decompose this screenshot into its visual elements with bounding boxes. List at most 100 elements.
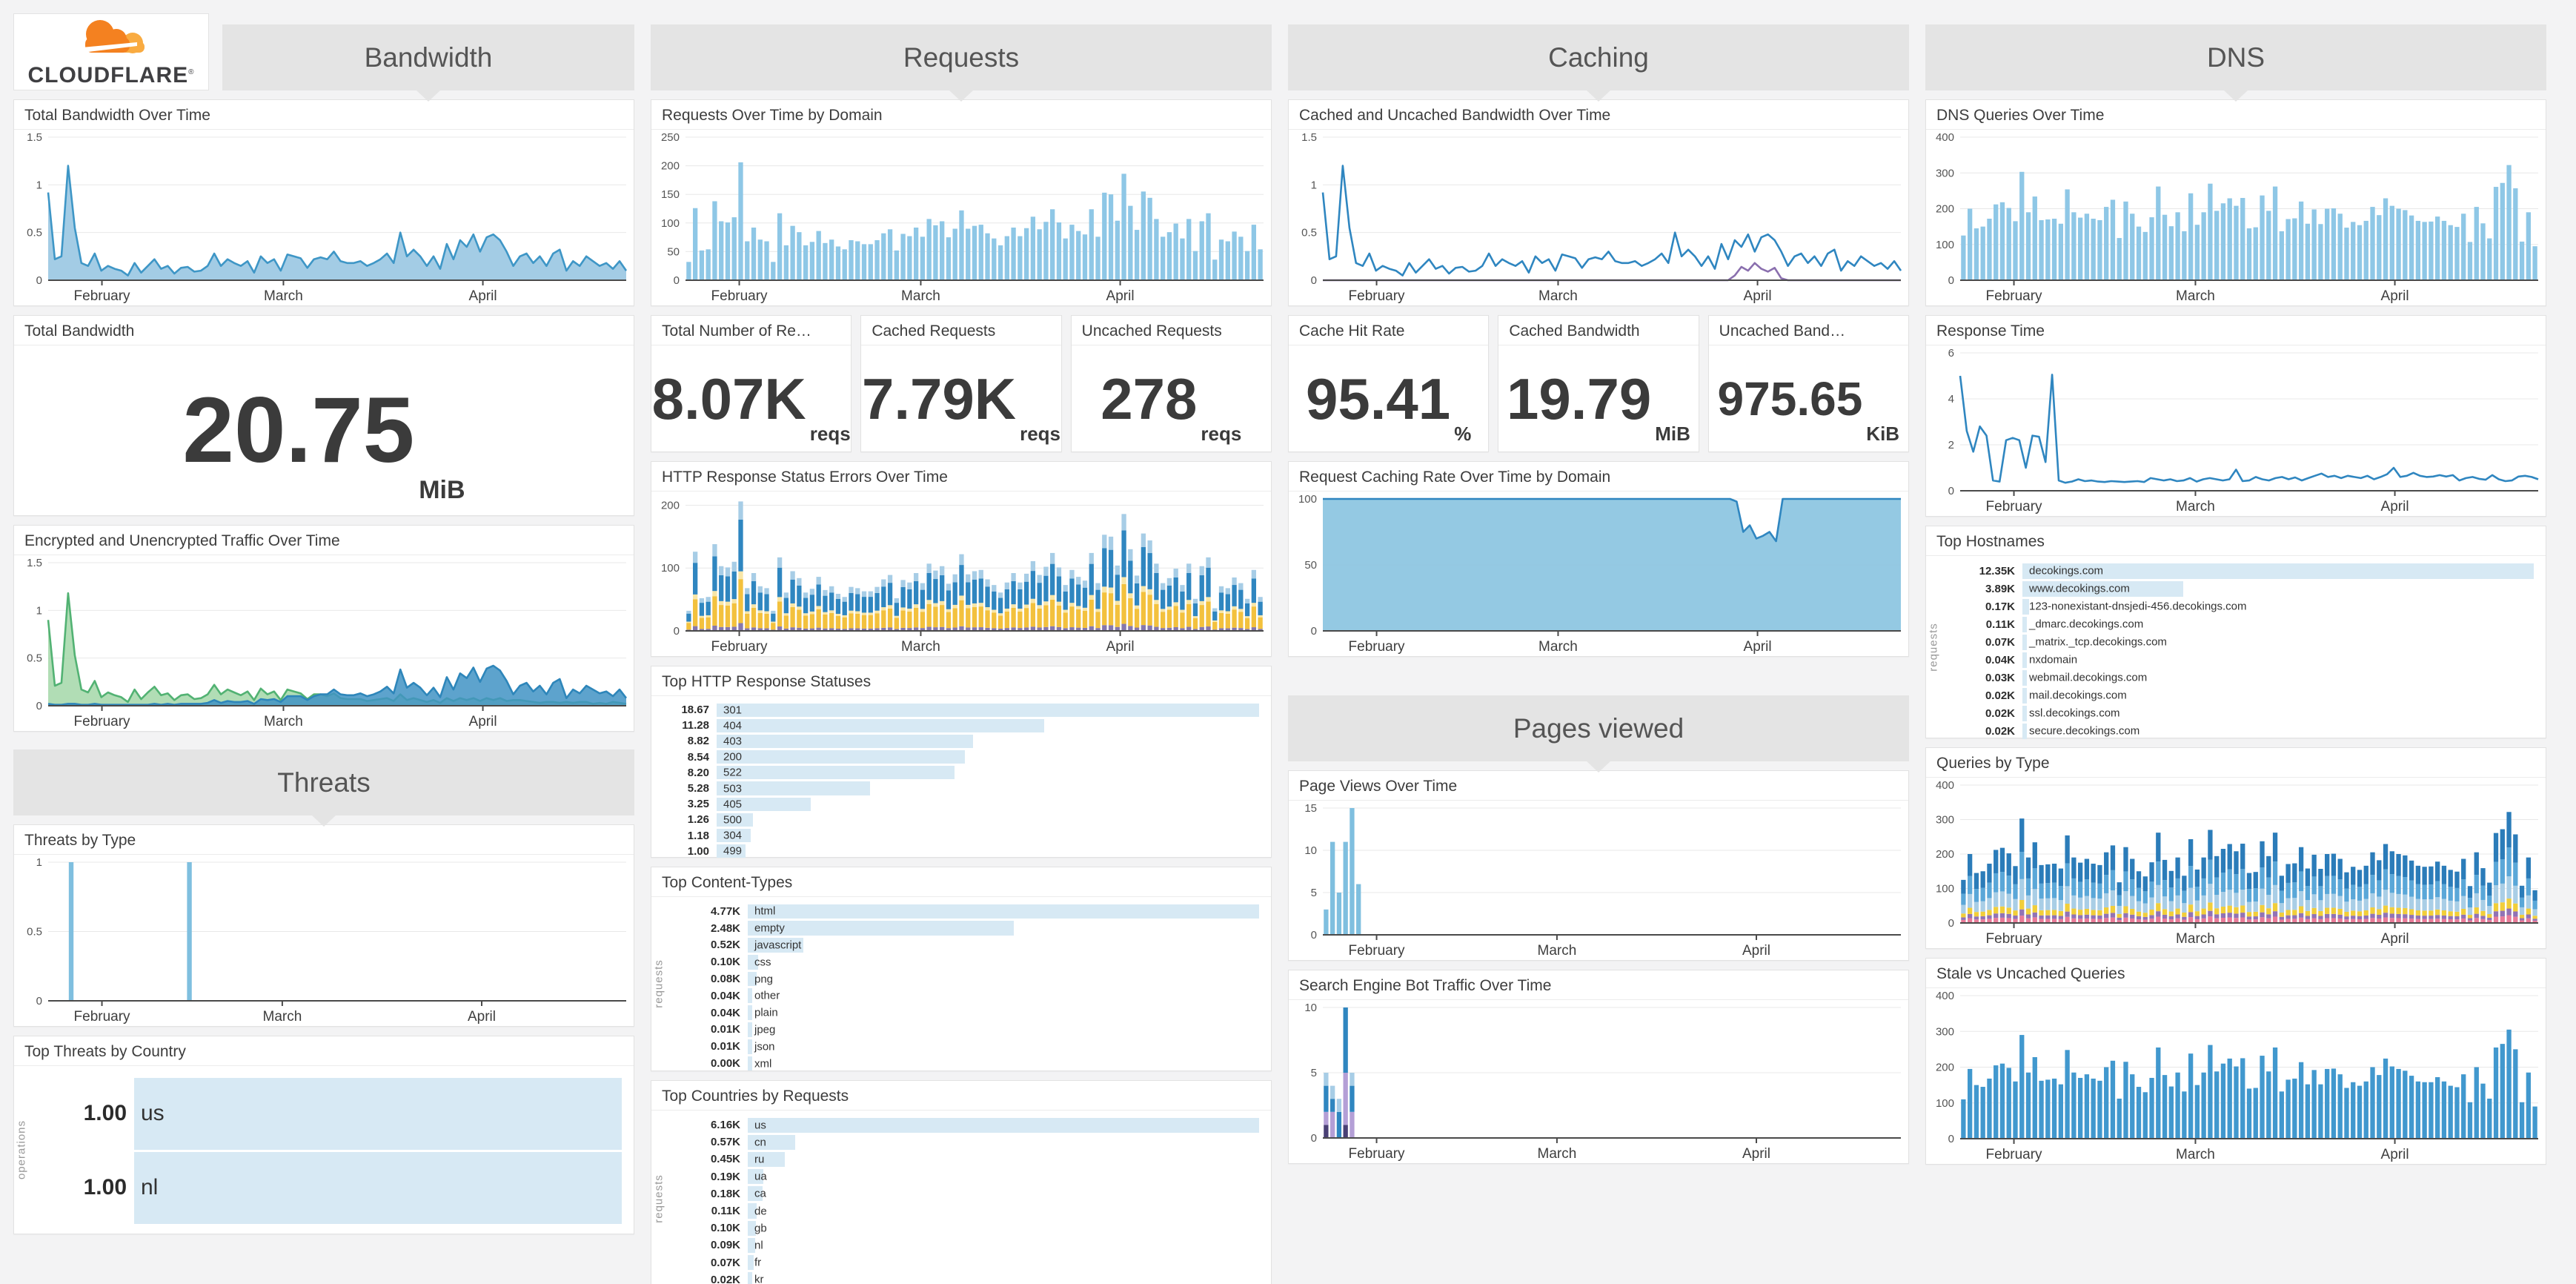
hbar-bar[interactable] xyxy=(717,750,965,764)
hbar-bar[interactable] xyxy=(2022,652,2027,668)
hbar-row[interactable]: 0.09K nl xyxy=(683,1237,1259,1254)
hbar-bar[interactable] xyxy=(748,1117,1259,1133)
hbar-bar[interactable] xyxy=(748,904,1259,919)
hbar-row[interactable]: 1.00 499 xyxy=(665,844,1259,859)
hbar-row[interactable]: 5.28 503 xyxy=(665,781,1259,796)
hbar-bar[interactable] xyxy=(717,781,870,795)
hbar-row[interactable]: 6.16K us xyxy=(683,1116,1259,1134)
stale-uncached-queries-chart[interactable]: 0 100 200 300 400 February March April xyxy=(1926,988,2546,1164)
hbar-bar[interactable] xyxy=(748,1056,752,1071)
search-bot-traffic-chart[interactable]: 0 5 10 February March April xyxy=(1289,1000,1908,1163)
hbar-row[interactable]: 0.07K fr xyxy=(683,1254,1259,1271)
hbar-row[interactable]: 3.25 405 xyxy=(665,796,1259,812)
hbar-bar[interactable] xyxy=(134,1077,622,1150)
hbar-row[interactable]: 1.00 us xyxy=(45,1076,622,1151)
http-response-errors-chart[interactable]: 0 100 200 February March April xyxy=(651,492,1271,656)
hbar-bar[interactable] xyxy=(2022,634,2027,650)
dns-queries-chart[interactable]: 0 100 200 300 400 February March April xyxy=(1926,130,2546,305)
hbar-row[interactable]: 2.48K empty xyxy=(683,920,1259,937)
hbar-row[interactable]: 0.00K xml xyxy=(683,1055,1259,1072)
hbar-row[interactable]: 0.10K gb xyxy=(683,1220,1259,1237)
hbar-row[interactable]: 0.17K 123-nonexistant-dnsjedi-456.decokin… xyxy=(1957,598,2534,615)
hbar-row[interactable]: 0.19K ua xyxy=(683,1168,1259,1185)
hbar-bar[interactable] xyxy=(2022,598,2030,615)
hbar-bar[interactable] xyxy=(717,766,955,780)
hbar-row[interactable]: 11.28 404 xyxy=(665,718,1259,733)
request-caching-rate-chart[interactable]: 0 50 100 February March April xyxy=(1289,492,1908,656)
hbar-bar[interactable] xyxy=(748,1134,795,1150)
hbar-bar[interactable] xyxy=(2022,687,2027,704)
hbar-bar[interactable] xyxy=(717,703,1259,717)
hbar-bar[interactable] xyxy=(748,1151,786,1168)
hbar-bar[interactable] xyxy=(748,921,1014,936)
hbar-row[interactable]: 0.02K mail.decokings.com xyxy=(1957,686,2534,704)
hbar-bar[interactable] xyxy=(748,1237,756,1253)
hbar-row[interactable]: 1.26 500 xyxy=(665,812,1259,827)
hbar-bar[interactable] xyxy=(717,844,746,858)
cloudflare-logo[interactable]: CLOUDFLARE® xyxy=(13,13,209,90)
top-countries-list: requests 6.16K us 0.57K cn 0.45K ru 0.19K ua 0.18… xyxy=(651,1111,1271,1284)
hbar-row[interactable]: 0.04K other xyxy=(683,987,1259,1005)
hbar-row[interactable]: 1.18 304 xyxy=(665,828,1259,844)
hbar-bar[interactable] xyxy=(748,1203,757,1219)
hbar-bar[interactable] xyxy=(134,1151,622,1224)
hbar-row[interactable]: 0.01K jpeg xyxy=(683,1022,1259,1039)
hbar-row[interactable]: 4.77K html xyxy=(683,903,1259,920)
hbar-row[interactable]: 18.67 301 xyxy=(665,702,1259,718)
hbar-row[interactable]: 0.57K cn xyxy=(683,1134,1259,1151)
hbar-row[interactable]: 0.02K kr xyxy=(683,1271,1259,1284)
hbar-bar[interactable] xyxy=(2022,563,2534,579)
response-time-chart[interactable]: 0 2 4 6 February March April xyxy=(1926,345,2546,516)
hbar-bar[interactable] xyxy=(717,718,1045,732)
hbar-row[interactable]: 0.08K png xyxy=(683,970,1259,987)
hbar-row[interactable]: 0.04K nxdomain xyxy=(1957,651,2534,669)
hbar-bar[interactable] xyxy=(2022,580,2184,597)
hbar-bar[interactable] xyxy=(748,938,804,953)
hbar-row[interactable]: 8.20 522 xyxy=(665,765,1259,781)
hbar-row[interactable]: 0.01K json xyxy=(683,1038,1259,1055)
queries-by-type-chart[interactable]: 0 100 200 300 400 February March April xyxy=(1926,778,2546,948)
chart-title: Page Views Over Time xyxy=(1289,771,1908,801)
hbar-bar[interactable] xyxy=(748,971,757,987)
hbar-row[interactable]: 0.18K ca xyxy=(683,1185,1259,1202)
hbar-row[interactable]: 8.54 200 xyxy=(665,749,1259,765)
hbar-bar[interactable] xyxy=(748,1039,752,1054)
hbar-bar[interactable] xyxy=(2022,723,2027,739)
hbar-bar[interactable] xyxy=(748,1272,752,1284)
hbar-row[interactable]: 3.89K www.decokings.com xyxy=(1957,580,2534,598)
threats-by-type-chart[interactable]: 0 0.5 1 February March April xyxy=(14,855,634,1026)
encrypted-unencrypted-traffic-chart[interactable]: 0 0.5 1 1.5 February March April xyxy=(14,555,634,731)
hbar-bar[interactable] xyxy=(748,1169,764,1185)
hbar-bar[interactable] xyxy=(748,1220,757,1236)
hbar-row[interactable]: 8.82 403 xyxy=(665,733,1259,749)
hbar-row[interactable]: 0.03K webmail.decokings.com xyxy=(1957,669,2534,686)
hbar-row[interactable]: 0.10K css xyxy=(683,953,1259,970)
hbar-bar[interactable] xyxy=(2022,705,2027,721)
hbar-bar[interactable] xyxy=(748,1186,763,1202)
hbar-bar[interactable] xyxy=(2022,616,2028,632)
hbar-row[interactable]: 0.11K de xyxy=(683,1202,1259,1220)
total-bandwidth-over-time-chart[interactable]: 0 0.5 1 1.5 February March April xyxy=(14,130,634,305)
hbar-bar[interactable] xyxy=(717,734,973,749)
hbar-row[interactable]: 0.45K ru xyxy=(683,1151,1259,1168)
hbar-row[interactable]: 0.02K ssl.decokings.com xyxy=(1957,704,2534,722)
hbar-row[interactable]: 0.11K _dmarc.decokings.com xyxy=(1957,615,2534,633)
hbar-row[interactable]: 0.52K javascript xyxy=(683,937,1259,954)
hbar-row[interactable]: 0.02K secure.decokings.com xyxy=(1957,722,2534,740)
hbar-bar[interactable] xyxy=(717,797,811,811)
hbar-row[interactable]: 0.07K _matrix._tcp.decokings.com xyxy=(1957,633,2534,651)
hbar-row[interactable]: 1.00 nl xyxy=(45,1151,622,1225)
hbar-bar[interactable] xyxy=(748,954,759,970)
requests-over-time-chart[interactable]: 0 50 100 150 200 250 February March April xyxy=(651,130,1271,305)
cached-uncached-bandwidth-chart[interactable]: 0 0.5 1 1.5 February March April xyxy=(1289,130,1908,305)
hbar-row[interactable]: 12.35K decokings.com xyxy=(1957,562,2534,580)
hbar-bar[interactable] xyxy=(748,988,752,1004)
hbar-bar[interactable] xyxy=(748,1255,754,1271)
hbar-row[interactable]: 0.04K plain xyxy=(683,1005,1259,1022)
hbar-bar[interactable] xyxy=(748,1005,752,1021)
hbar-bar[interactable] xyxy=(748,1022,752,1037)
hbar-bar[interactable] xyxy=(717,813,754,827)
page-views-chart[interactable]: 0 5 10 15 February March April xyxy=(1289,801,1908,960)
hbar-bar[interactable] xyxy=(2022,669,2027,686)
hbar-bar[interactable] xyxy=(717,829,751,843)
